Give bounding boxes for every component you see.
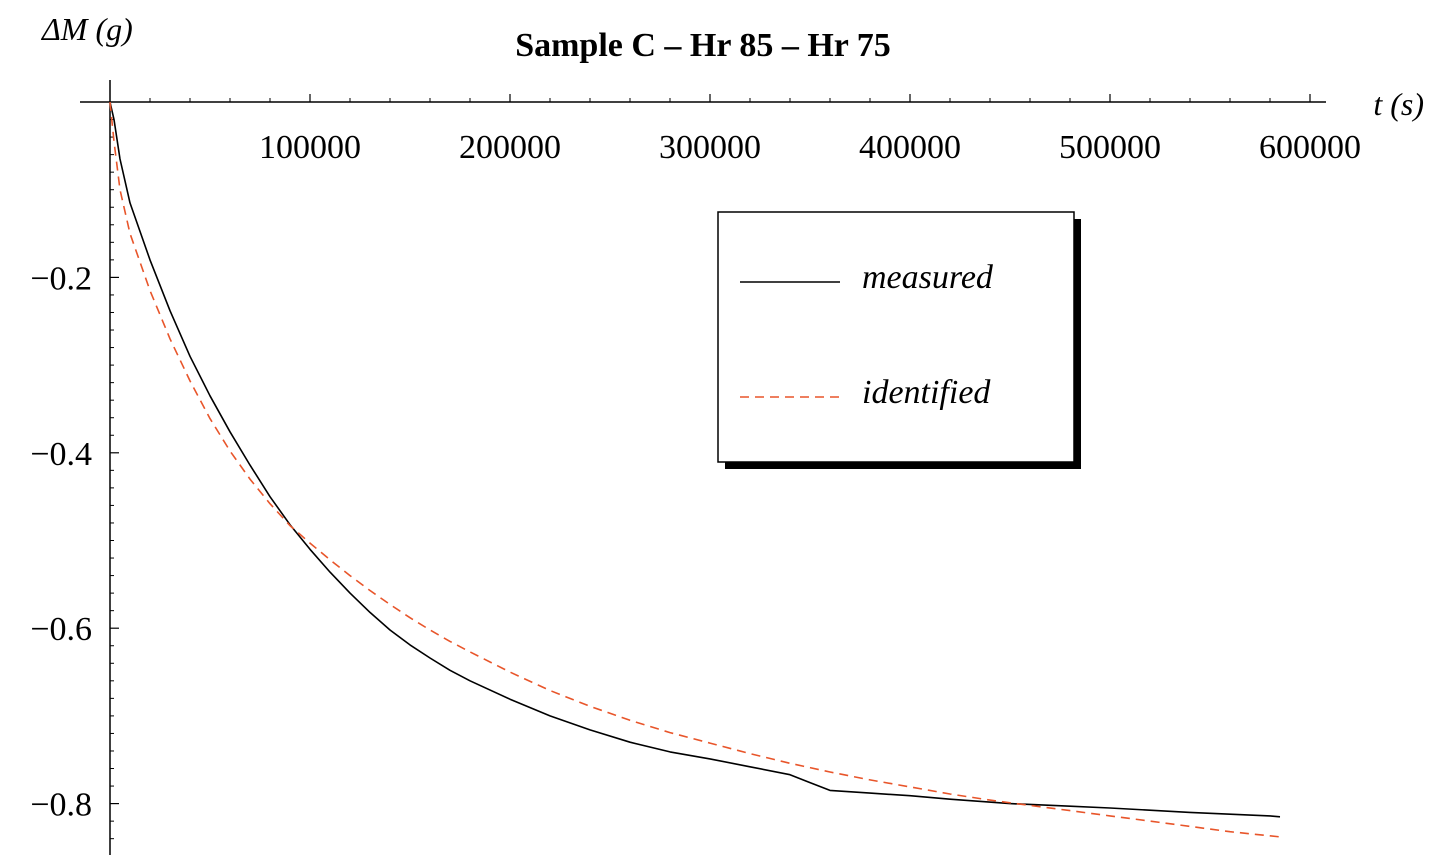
legend-box bbox=[717, 211, 1075, 463]
x-axis-label: t (s) bbox=[1373, 86, 1424, 122]
x-tick-label: 400000 bbox=[859, 129, 961, 166]
y-tick-label: −0.2 bbox=[30, 260, 92, 297]
y-tick-label: −0.4 bbox=[30, 436, 92, 473]
y-tick-label: −0.8 bbox=[30, 787, 92, 824]
axis-ticks: 100000 200000 300000 400000 500000 600000 −0.2… bbox=[30, 94, 1361, 840]
y-tick-label: −0.6 bbox=[30, 611, 92, 648]
x-tick-label: 300000 bbox=[659, 129, 761, 166]
legend: measured identified bbox=[717, 211, 1081, 469]
x-tick-label: 100000 bbox=[259, 129, 361, 166]
series-line-measured bbox=[109, 101, 1281, 818]
x-tick-label: 500000 bbox=[1059, 129, 1161, 166]
legend-label-identified: identified bbox=[862, 374, 991, 411]
legend-label-measured: measured bbox=[862, 259, 994, 296]
chart-title: Sample C – Hr 85 – Hr 75 bbox=[515, 27, 891, 64]
x-tick-label: 600000 bbox=[1259, 129, 1361, 166]
series-line-identified bbox=[109, 101, 1281, 838]
axes bbox=[80, 80, 1326, 855]
x-tick-label: 200000 bbox=[459, 129, 561, 166]
y-axis-label: ΔM (g) bbox=[40, 11, 133, 47]
series-layer bbox=[109, 101, 1281, 838]
